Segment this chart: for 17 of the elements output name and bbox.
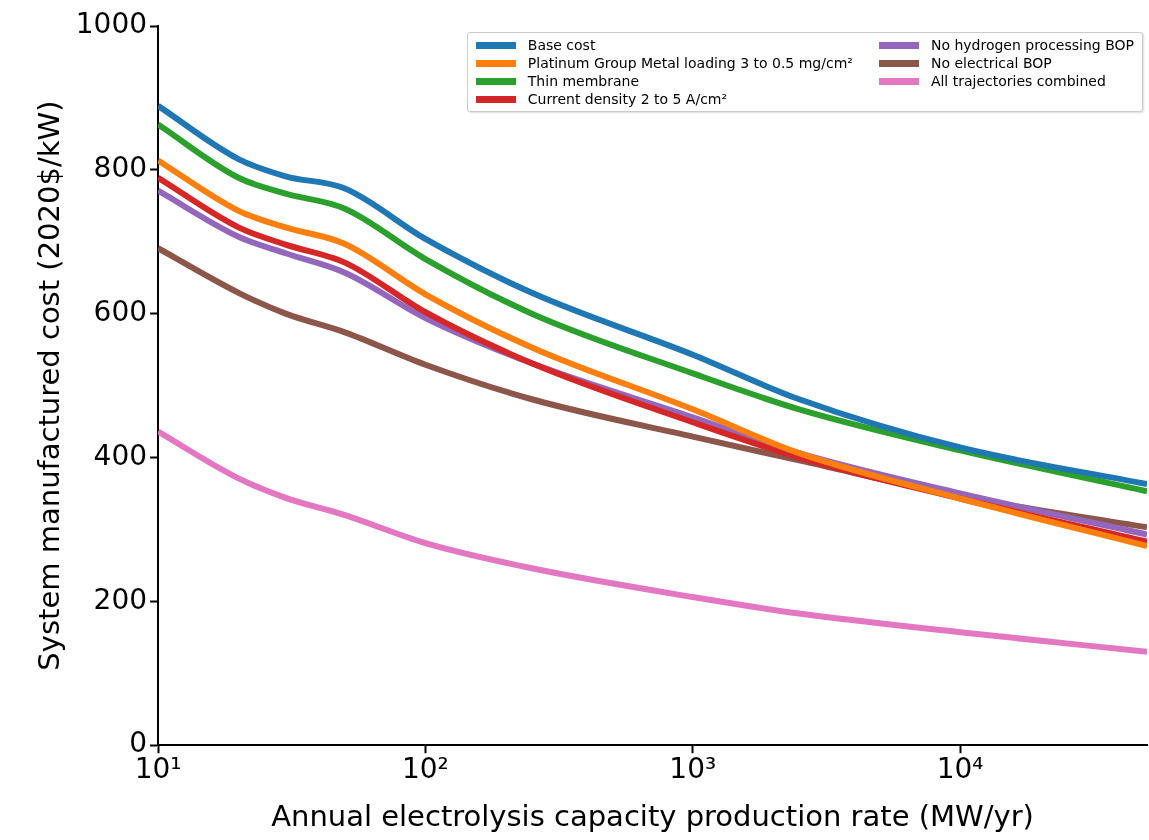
y-tick-label: 400: [93, 438, 148, 472]
y-tick-label: 1000: [75, 7, 148, 41]
y-tick-label: 600: [93, 294, 148, 328]
legend-label: Current density 2 to 5 A/cm²: [527, 91, 728, 107]
y-tick-label: 200: [93, 582, 148, 616]
x-axis-title: Annual electrolysis capacity production rate (MW/yr): [271, 799, 1034, 834]
x-tick-label: 10⁴: [936, 752, 984, 786]
legend-label: No hydrogen processing BOP: [930, 37, 1134, 53]
legend-label: Thin membrane: [527, 73, 640, 89]
legend-label: No electrical BOP: [930, 55, 1052, 71]
y-axis-title: System manufactured cost (2020$/kW): [31, 100, 66, 671]
legend-label: Platinum Group Metal loading 3 to 0.5 mg/cm²: [527, 55, 853, 71]
x-tick-label: 10³: [669, 752, 717, 786]
legend-label: Base cost: [527, 37, 596, 53]
x-tick-label: 10²: [401, 752, 449, 786]
legend-label: All trajectories combined: [930, 73, 1106, 89]
y-tick-label: 800: [93, 151, 148, 185]
